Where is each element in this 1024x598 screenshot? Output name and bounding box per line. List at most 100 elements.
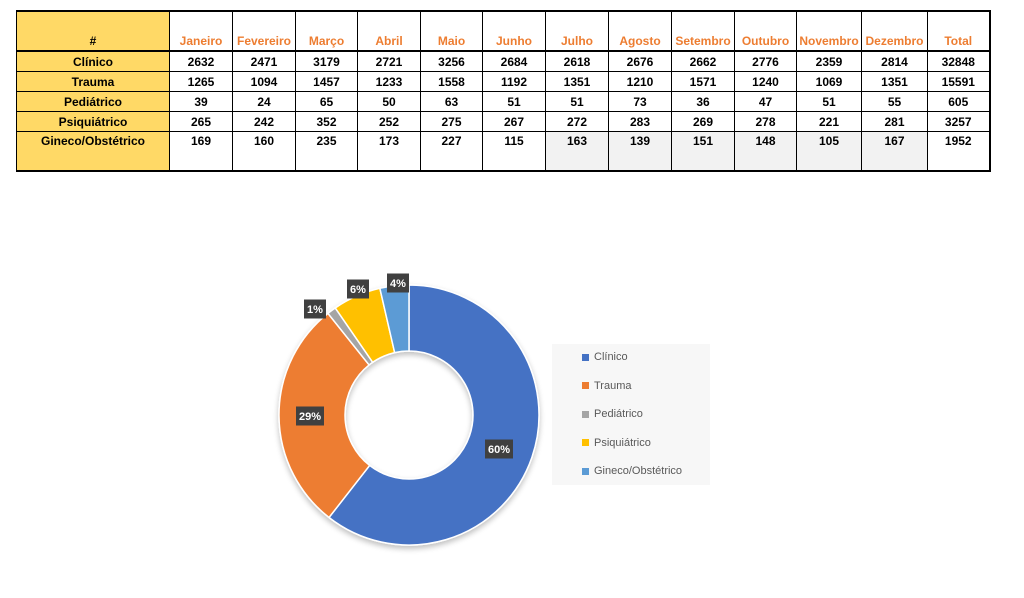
table-cell: 65	[295, 91, 358, 112]
legend-label: Trauma	[594, 379, 632, 392]
table-cell: 1351	[545, 71, 609, 92]
data-label: 1%	[304, 299, 326, 319]
table-cell: 283	[608, 111, 672, 132]
data-label-text: 6%	[350, 284, 366, 296]
month-header: Setembro	[671, 10, 735, 52]
table-cell: 352	[295, 111, 358, 132]
table-cell: 2359	[796, 51, 862, 72]
table-cell: 1094	[232, 71, 296, 92]
row-total: 605	[927, 91, 991, 112]
table-cell: 115	[482, 131, 546, 172]
table-cell: 2632	[169, 51, 233, 72]
total-header: Total	[927, 10, 991, 52]
table-cell: 47	[734, 91, 797, 112]
legend-item: Psiquiátrico	[582, 436, 651, 450]
table-cell: 3256	[420, 51, 483, 72]
month-header: Outubro	[734, 10, 797, 52]
legend-label: Clínico	[594, 351, 628, 363]
header-row: # Janeiro Fevereiro Março Abril Maio Jun…	[16, 10, 991, 52]
table-cell: 269	[671, 111, 735, 132]
table-cell: 267	[482, 111, 546, 132]
table-cell: 1265	[169, 71, 233, 92]
table-cell: 39	[169, 91, 233, 112]
table-cell: 2684	[482, 51, 546, 72]
legend-label: Gineco/Obstétrico	[594, 465, 683, 477]
table-cell: 50	[357, 91, 421, 112]
data-label: 6%	[347, 279, 369, 299]
table-cell: 1069	[796, 71, 862, 92]
table-cell: 281	[861, 111, 928, 132]
legend-swatch	[582, 467, 589, 475]
legend-item: Pediátrico	[582, 407, 643, 421]
table-cell: 151	[671, 131, 735, 172]
data-label: 60%	[485, 439, 513, 459]
data-label-text: 1%	[307, 304, 323, 316]
table-cell: 1240	[734, 71, 797, 92]
legend-swatch	[582, 410, 589, 418]
table-cell: 51	[482, 91, 546, 112]
table-cell: 148	[734, 131, 797, 172]
legend-label: Psiquiátrico	[594, 436, 651, 449]
table-cell: 1192	[482, 71, 546, 92]
table-cell: 252	[357, 111, 421, 132]
table-cell: 1233	[357, 71, 421, 92]
table-row: Clínico 2632 2471 3179 2721 3256 2684 2618 2676 2…	[16, 51, 991, 72]
table-cell: 2618	[545, 51, 609, 72]
table-cell: 55	[861, 91, 928, 112]
data-label: 29%	[296, 406, 324, 426]
data-label-text: 4%	[390, 278, 406, 290]
month-header: Junho	[482, 10, 546, 52]
table-cell: 2471	[232, 51, 296, 72]
month-header: Janeiro	[169, 10, 233, 52]
month-header: Novembro	[796, 10, 862, 52]
table-cell: 173	[357, 131, 421, 172]
data-label-text: 29%	[299, 411, 321, 423]
data-label-text: 60%	[488, 444, 510, 456]
table-cell: 2676	[608, 51, 672, 72]
table-cell: 51	[545, 91, 609, 112]
table-cell: 242	[232, 111, 296, 132]
table-cell: 272	[545, 111, 609, 132]
table-cell: 2776	[734, 51, 797, 72]
legend-item: Gineco/Obstétrico	[582, 464, 682, 478]
row-label: Trauma	[16, 71, 170, 92]
legend-item: Trauma	[582, 379, 632, 393]
table-cell: 278	[734, 111, 797, 132]
table-cell: 2721	[357, 51, 421, 72]
row-total: 3257	[927, 111, 991, 132]
table-row: Psiquiátrico 265 242 352 252 275 267 272 283 269 2…	[16, 111, 991, 132]
data-label: 4%	[387, 273, 409, 293]
legend-label: Pediátrico	[594, 408, 643, 420]
table-cell: 51	[796, 91, 862, 112]
row-label: Pediátrico	[16, 91, 170, 112]
row-total: 32848	[927, 51, 991, 72]
row-total: 1952	[927, 131, 991, 172]
table-cell: 167	[861, 131, 928, 172]
row-label: Clínico	[16, 51, 170, 72]
legend-swatch	[582, 382, 589, 389]
table-cell: 24	[232, 91, 296, 112]
table-row: Gineco/Obstétrico 169 160 235 173 227 115 163 13…	[16, 131, 991, 172]
row-total: 15591	[927, 71, 991, 92]
table-cell: 1558	[420, 71, 483, 92]
table-cell: 227	[420, 131, 483, 172]
table-row: Trauma 1265 1094 1457 1233 1558 1192 1351 1210 15…	[16, 71, 991, 92]
table-cell: 105	[796, 131, 862, 172]
table-cell: 275	[420, 111, 483, 132]
table-cell: 73	[608, 91, 672, 112]
row-label: Psiquiátrico	[16, 111, 170, 132]
month-header: Dezembro	[861, 10, 928, 52]
table-cell: 169	[169, 131, 233, 172]
table-row: Pediátrico 39 24 65 50 63 51 51 73 36 47 51 55 605	[16, 91, 991, 112]
month-header: Agosto	[608, 10, 672, 52]
data-table: # Janeiro Fevereiro Março Abril Maio Jun…	[16, 10, 991, 172]
donut-slice	[327, 284, 540, 546]
legend-swatch	[582, 353, 589, 361]
legend-item: Clínico	[582, 350, 628, 364]
table-cell: 2662	[671, 51, 735, 72]
donut-slice	[278, 312, 371, 519]
table-cell: 63	[420, 91, 483, 112]
row-label: Gineco/Obstétrico	[16, 131, 170, 172]
corner-header: #	[16, 10, 170, 52]
month-header: Fevereiro	[232, 10, 296, 52]
